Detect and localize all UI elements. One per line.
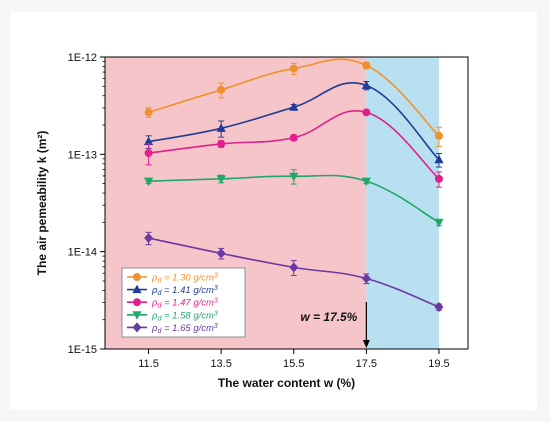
legend-label-3: ρd = 1.58 g/cm3 [151,310,218,322]
figure: w = 17.5% 11.5 13.5 15.5 17.5 19.5 1E-12 1E-13 1… [10,12,537,410]
data-point-0-3 [362,61,371,70]
data-point-4-1 [216,248,226,259]
legend-marker-2 [133,298,141,307]
annotation-label: w = 17.5% [300,310,357,324]
plot-frame [104,56,469,350]
legend-label-2: ρd = 1.47 g/cm3 [151,298,218,310]
annotation-arrow-head [362,340,370,348]
data-point-1-3 [361,80,371,89]
x-tick-label: 19.5 [428,358,449,370]
series-line-1 [148,82,440,161]
series-line-2 [148,110,440,180]
data-point-3-4 [434,218,444,228]
legend-label-1: ρd = 1.41 g/cm3 [151,285,218,297]
legend-marker-0 [133,273,141,281]
legend-marker-4 [132,322,142,333]
data-point-2-2 [289,133,298,142]
data-point-4-0 [144,233,154,244]
data-point-1-2 [289,102,299,111]
data-point-3-1 [216,175,226,184]
data-point-2-1 [217,139,226,148]
data-point-1-4 [434,154,444,164]
data-point-0-1 [217,85,226,94]
data-point-2-3 [362,108,371,117]
y-tick-label: 1E-12 [68,52,97,64]
y-tick-label: 1E-13 [68,149,97,161]
data-point-2-4 [434,174,443,183]
data-point-1-1 [216,123,226,132]
legend-label-4: ρd = 1.65 g/cm3 [151,323,218,335]
data-point-0-4 [434,131,443,140]
legend-box [121,267,246,338]
data-point-3-3 [361,177,371,187]
y-tick-label: 1E-15 [68,344,97,356]
legend-marker-3 [132,311,142,320]
data-point-4-2 [289,262,299,273]
data-point-0-2 [289,64,298,73]
legend-marker-1 [132,284,142,294]
x-tick-label: 13.5 [210,358,231,370]
data-point-2-0 [144,149,153,158]
x-tick-label: 11.5 [138,358,159,370]
y-axis-title: The air pemeability k (m²) [35,131,49,276]
data-point-0-0 [144,108,153,117]
x-tick-label: 17.5 [356,358,377,370]
data-point-3-2 [289,172,299,182]
x-tick-label: 15.5 [283,358,304,370]
data-point-3-0 [143,177,154,187]
legend-label-0: ρd = 1.30 g/cm3 [151,273,218,285]
data-point-4-3 [361,273,371,284]
chart-canvas: w = 17.5% 11.5 13.5 15.5 17.5 19.5 1E-12 1E-13 1… [35,52,469,390]
data-point-1-0 [143,136,154,146]
x-axis-title: The water content w (%) [218,376,355,390]
region-blue [366,57,439,349]
y-tick-label: 1E-14 [68,247,97,259]
data-point-4-4 [434,302,444,313]
